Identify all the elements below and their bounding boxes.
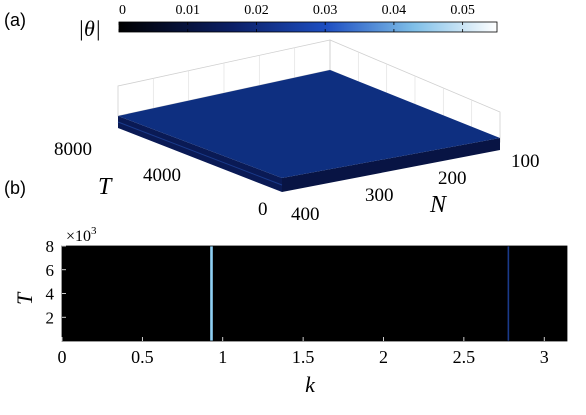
x-tick-label: 2.5 (453, 347, 476, 367)
surface-top (118, 70, 500, 178)
n-tick-100: 100 (511, 151, 540, 172)
surface-edge (117, 121, 283, 186)
y-axis-label: T (12, 291, 37, 305)
x-tick-label: 0.5 (131, 347, 154, 367)
heatmap-line (507, 246, 510, 341)
x-tick-label: 3 (540, 347, 549, 367)
t-axis-label: T (98, 174, 113, 200)
t-tick-4000: 4000 (143, 165, 181, 186)
x-tick-label: 1 (218, 347, 227, 367)
colorbar-tick-label: 0.04 (382, 3, 407, 18)
x-tick-label: 0 (58, 347, 67, 367)
y-tick-label: 4 (46, 285, 55, 304)
colorbar-bar (118, 21, 498, 33)
heatmap-line (210, 246, 213, 341)
t-tick-8000: 8000 (54, 139, 92, 160)
panel-b-label: (b) (4, 178, 26, 198)
panel-a: (a) |θ| 0 0.01 0.02 0.03 0.04 0.05 (4, 3, 540, 225)
t-tick-0: 0 (258, 199, 268, 220)
y-tick-label: 2 (46, 308, 55, 327)
panel-a-label: (a) (4, 10, 26, 30)
surface-plot: 8000 4000 0 T 400 300 200 100 N (54, 39, 540, 225)
n-axis-label: N (429, 192, 448, 218)
y-tick-label: 8 (46, 237, 55, 256)
x-tick-label: 2 (379, 347, 388, 367)
y-multiplier: ×103 (66, 225, 97, 245)
colorbar-tick-label: 0 (119, 3, 126, 18)
colorbar-tick-label: 0.02 (244, 3, 269, 18)
colorbar: |θ| 0 0.01 0.02 0.03 0.04 0.05 (78, 3, 498, 41)
n-tick-300: 300 (365, 185, 394, 206)
colorbar-tick-label: 0.01 (175, 3, 200, 18)
x-axis-label: k (305, 372, 316, 397)
y-tick-label: 6 (46, 261, 55, 280)
colorbar-label: |θ| (78, 16, 101, 41)
surface-side-right (282, 138, 500, 192)
x-tick-label: 1.5 (292, 347, 315, 367)
colorbar-tick-label: 0.05 (450, 3, 475, 18)
heatmap-background (62, 246, 567, 341)
colorbar-tick-label: 0.03 (313, 3, 338, 18)
n-tick-200: 200 (438, 168, 467, 189)
n-tick-400: 400 (291, 204, 320, 225)
panel-b: (b) 0 0.5 1 1.5 2 2.5 3 2 4 6 8 ×103 T k (4, 178, 568, 397)
